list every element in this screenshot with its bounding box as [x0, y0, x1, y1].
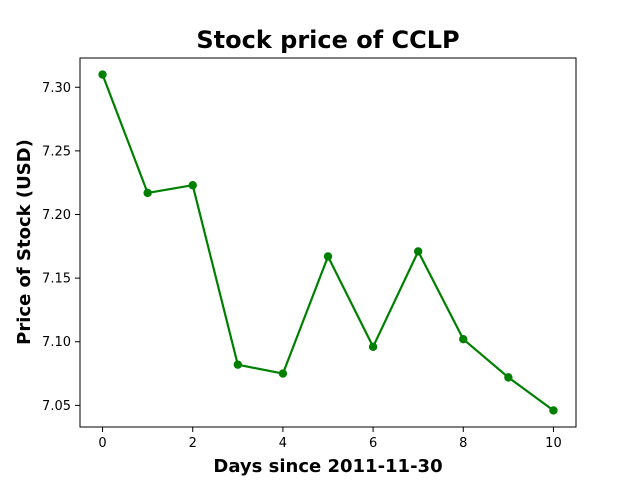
- x-axis: 0 2 4 6 8 10: [98, 427, 562, 451]
- chart-title: Stock price of CCLP: [196, 26, 459, 54]
- y-tick-label: 7.05: [42, 399, 71, 414]
- x-tick-label: 8: [459, 436, 467, 451]
- x-tick-label: 0: [98, 436, 106, 451]
- data-point: [188, 181, 197, 190]
- y-tick-label: 7.20: [42, 208, 71, 223]
- data-point: [98, 70, 107, 79]
- plot-area-frame: [79, 57, 577, 428]
- data-point: [549, 406, 558, 415]
- x-axis-label: Days since 2011-11-30: [213, 456, 442, 477]
- y-tick-label: 7.10: [42, 335, 71, 350]
- y-axis: 7.05 7.10 7.15 7.20 7.25 7.30: [42, 81, 80, 414]
- x-tick-label: 2: [189, 436, 197, 451]
- x-tick-label: 4: [279, 436, 287, 451]
- data-point: [323, 252, 333, 261]
- y-tick-label: 7.15: [42, 272, 71, 287]
- data-point: [504, 373, 513, 382]
- x-tick-label: 6: [369, 436, 377, 451]
- data-point: [413, 247, 423, 256]
- y-axis-label: Price of Stock (USD): [14, 139, 35, 345]
- x-tick-label: 10: [545, 436, 562, 451]
- data-point: [233, 360, 243, 369]
- data-point: [278, 369, 288, 378]
- data-point: [143, 188, 152, 198]
- y-tick-label: 7.30: [42, 81, 71, 96]
- series-layer: [98, 70, 558, 415]
- data-point: [368, 342, 378, 352]
- data-point: [459, 335, 468, 344]
- series-line: [101, 74, 555, 412]
- y-tick-label: 7.25: [42, 144, 71, 159]
